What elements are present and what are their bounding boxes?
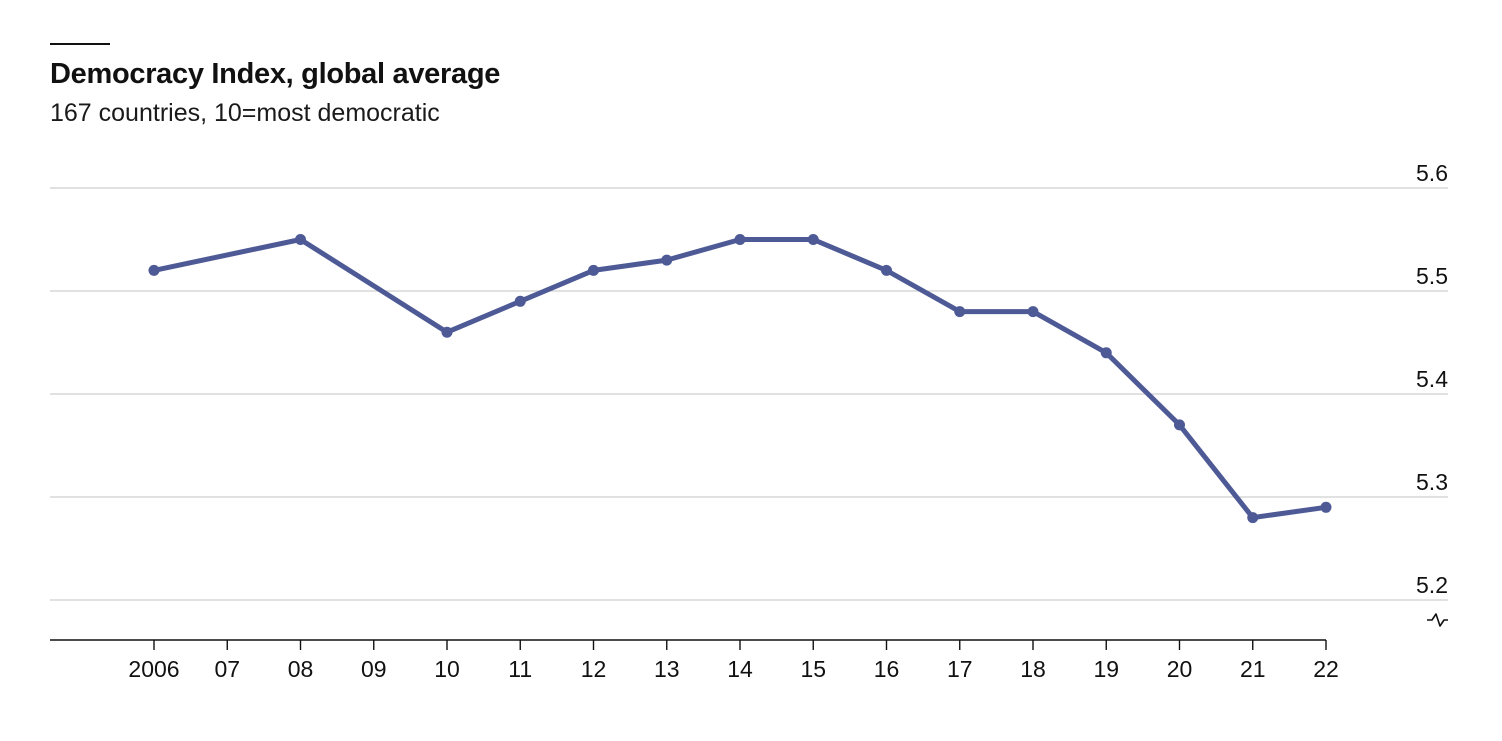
- data-point-2017: [954, 306, 966, 318]
- x-axis: [50, 613, 1448, 650]
- y-tick-label: 5.6: [1416, 160, 1448, 186]
- data-point-2012: [588, 264, 599, 276]
- x-tick-label: 07: [214, 656, 240, 682]
- x-tick-label: 08: [288, 656, 314, 682]
- x-tick-label: 16: [874, 656, 900, 682]
- data-point-2015: [807, 234, 819, 245]
- y-axis-labels: 5.2 5.3 5.4 5.5 5.6: [1416, 160, 1448, 598]
- x-tick-label: 22: [1313, 656, 1339, 682]
- data-point-2010: [441, 326, 453, 338]
- x-tick-label: 09: [361, 656, 387, 682]
- x-tick-label: 20: [1167, 656, 1193, 682]
- x-tick-label: 15: [800, 656, 826, 682]
- x-tick-label: 14: [727, 656, 753, 682]
- x-tick-label: 10: [434, 656, 460, 682]
- y-tick-label: 5.5: [1416, 263, 1448, 289]
- x-tick-label: 2006: [128, 656, 179, 682]
- series-layer: [148, 234, 1332, 524]
- data-point-2018: [1027, 306, 1039, 318]
- series-line: [151, 237, 1329, 521]
- gridlines: [50, 187, 1448, 601]
- data-point-2021: [1247, 512, 1259, 524]
- x-tick-label: 19: [1093, 656, 1119, 682]
- data-point-2013: [661, 254, 673, 266]
- header-rule: [50, 43, 110, 45]
- y-tick-label: 5.3: [1416, 469, 1448, 495]
- chart-subtitle: 167 countries, 10=most democratic: [50, 99, 440, 127]
- data-point-2022: [1320, 501, 1332, 513]
- chart-title: Democracy Index, global average: [50, 58, 501, 90]
- data-point-2020: [1174, 419, 1185, 431]
- data-point-2006: [148, 264, 160, 276]
- x-tick-label: 17: [947, 656, 973, 682]
- data-point-2016: [881, 264, 892, 276]
- y-tick-label: 5.4: [1416, 366, 1448, 392]
- axis-break-icon: [1427, 613, 1448, 627]
- data-point-2019: [1100, 347, 1112, 359]
- data-point-2014: [734, 234, 746, 245]
- x-tick-label: 18: [1020, 656, 1046, 682]
- x-tick-label: 21: [1240, 656, 1266, 682]
- x-axis-labels: 2006 07 08 09 10 11 12 13 14 15 16 17 18 19 20 21 22: [128, 656, 1338, 682]
- data-point-2008: [295, 234, 306, 245]
- data-point-2011: [514, 295, 526, 307]
- x-tick-label: 11: [508, 656, 532, 682]
- x-tick-label: 13: [654, 656, 680, 682]
- y-tick-label: 5.2: [1416, 572, 1448, 598]
- x-tick-label: 12: [581, 656, 607, 682]
